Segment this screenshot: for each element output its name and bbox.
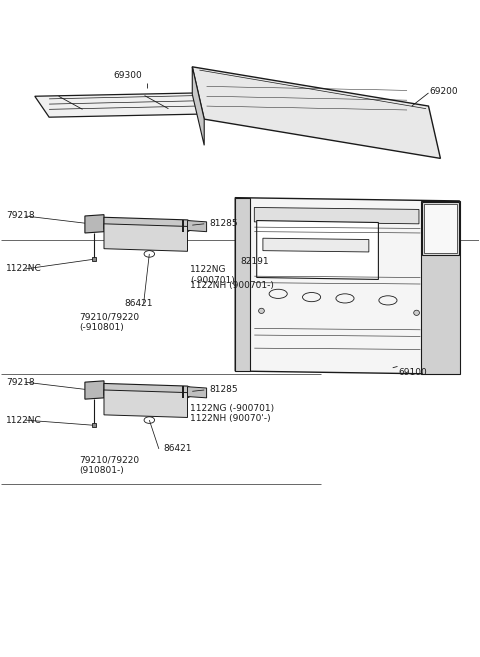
- Text: 86421: 86421: [124, 299, 153, 308]
- Text: 82191: 82191: [240, 258, 269, 266]
- Polygon shape: [421, 201, 459, 374]
- Text: 1122NH (900701-): 1122NH (900701-): [190, 281, 274, 290]
- Polygon shape: [263, 238, 369, 252]
- Text: 1122NG (-900701): 1122NG (-900701): [190, 404, 274, 413]
- Text: 1122NH (90070'-): 1122NH (90070'-): [190, 414, 271, 422]
- Polygon shape: [188, 221, 206, 232]
- Polygon shape: [192, 67, 441, 158]
- Text: 1122NG
(-900701): 1122NG (-900701): [190, 265, 235, 284]
- Text: 81285: 81285: [209, 386, 238, 394]
- Polygon shape: [85, 381, 104, 399]
- Polygon shape: [192, 67, 204, 145]
- Text: 69100: 69100: [398, 368, 427, 376]
- Polygon shape: [35, 92, 274, 117]
- Polygon shape: [104, 224, 188, 251]
- Polygon shape: [188, 387, 206, 398]
- Text: 81285: 81285: [209, 219, 238, 229]
- Text: 79218: 79218: [6, 212, 35, 221]
- Text: 69300: 69300: [113, 71, 142, 80]
- Text: 79210/79220
(910801-): 79210/79220 (910801-): [79, 455, 139, 475]
- Text: 1122NC: 1122NC: [6, 416, 42, 424]
- Ellipse shape: [259, 308, 264, 313]
- Text: 1122NC: 1122NC: [6, 265, 42, 273]
- Polygon shape: [104, 384, 192, 398]
- Text: 69200: 69200: [430, 87, 458, 96]
- Polygon shape: [104, 390, 188, 417]
- Polygon shape: [235, 198, 250, 371]
- Polygon shape: [422, 202, 458, 255]
- Polygon shape: [85, 215, 104, 233]
- Text: 86421: 86421: [164, 444, 192, 453]
- Polygon shape: [424, 204, 457, 253]
- Polygon shape: [235, 198, 459, 374]
- Polygon shape: [257, 221, 378, 279]
- Ellipse shape: [414, 310, 420, 315]
- Text: 79210/79220
(-910801): 79210/79220 (-910801): [79, 312, 139, 332]
- Text: 79218: 79218: [6, 378, 35, 387]
- Polygon shape: [104, 217, 192, 232]
- Polygon shape: [254, 208, 419, 224]
